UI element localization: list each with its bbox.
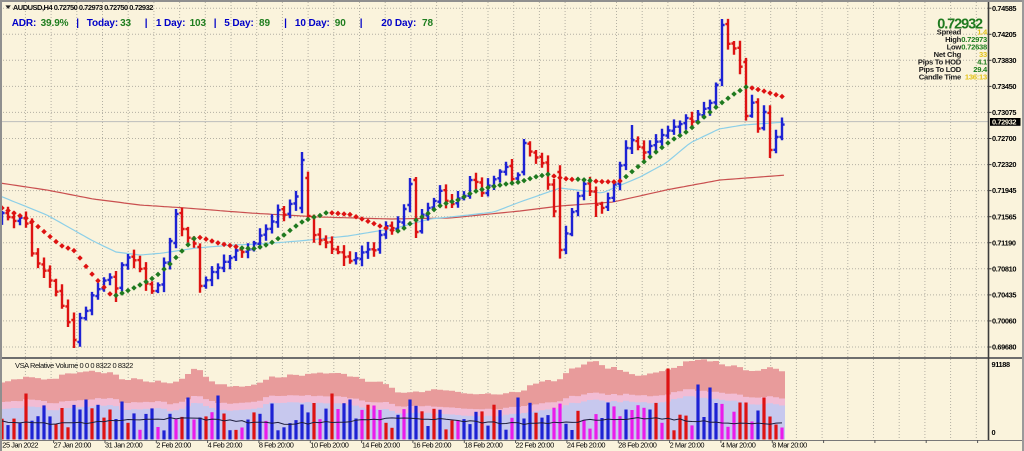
svg-text:103: 103 [190, 18, 207, 29]
svg-text:78: 78 [422, 18, 433, 29]
svg-text:0.73830: 0.73830 [992, 56, 1016, 65]
svg-text:0.71945: 0.71945 [992, 186, 1016, 195]
svg-text:Pips To HOD: Pips To HOD [918, 57, 962, 66]
svg-text:0.69680: 0.69680 [992, 343, 1016, 352]
svg-text:0.72638: 0.72638 [961, 42, 987, 51]
svg-text:4 Feb 20:00: 4 Feb 20:00 [208, 441, 243, 450]
svg-text:|: | [214, 18, 217, 29]
svg-text:28 Feb 20:00: 28 Feb 20:00 [618, 441, 656, 450]
svg-text:0.70435: 0.70435 [992, 291, 1016, 300]
svg-text:0.71565: 0.71565 [992, 212, 1016, 221]
svg-text:29.4: 29.4 [973, 65, 988, 74]
svg-text:0.72973: 0.72973 [961, 35, 987, 44]
svg-text:High: High [945, 35, 961, 44]
svg-text:Pips To LOD: Pips To LOD [919, 65, 962, 74]
svg-text:2 Mar 20:00: 2 Mar 20:00 [670, 441, 705, 450]
svg-text:0.70060: 0.70060 [992, 317, 1016, 326]
svg-text:0.72932: 0.72932 [937, 17, 983, 33]
svg-text:25 Jan 2022: 25 Jan 2022 [2, 441, 38, 450]
svg-text:4.1: 4.1 [977, 57, 988, 66]
svg-text:|: | [145, 18, 148, 29]
svg-text:90: 90 [335, 18, 346, 29]
svg-text:AUDUSD,H4 0.72750 0.72973 0.7: AUDUSD,H4 0.72750 0.72973 0.72750 0.7293… [13, 3, 153, 12]
svg-text:10 Feb 20:00: 10 Feb 20:00 [310, 441, 348, 450]
svg-text:0.72932: 0.72932 [992, 118, 1016, 127]
svg-text:22 Feb 20:00: 22 Feb 20:00 [516, 441, 554, 450]
svg-text:Net Chg: Net Chg [934, 50, 962, 59]
svg-text:VSA Relative Volume 0 0 0 8322: VSA Relative Volume 0 0 0 8322 0 8322 [15, 361, 133, 370]
svg-text:20 Day:: 20 Day: [381, 18, 416, 29]
svg-text:|: | [76, 18, 79, 29]
svg-text:5 Day:: 5 Day: [224, 18, 253, 29]
svg-text:1.4: 1.4 [977, 27, 988, 36]
svg-text:89: 89 [259, 18, 270, 29]
svg-text:|: | [360, 18, 363, 29]
svg-text:0.74585: 0.74585 [992, 4, 1016, 13]
svg-text:ADR:: ADR: [12, 18, 37, 29]
svg-text:31 Jan 20:00: 31 Jan 20:00 [105, 441, 143, 450]
svg-text:0.72700: 0.72700 [992, 134, 1016, 143]
svg-text:33: 33 [979, 50, 987, 59]
svg-text:0.73075: 0.73075 [992, 108, 1016, 117]
svg-text:0.73450: 0.73450 [992, 82, 1016, 91]
svg-text:0: 0 [992, 428, 996, 437]
svg-text:8 Feb 20:00: 8 Feb 20:00 [259, 441, 294, 450]
svg-text:39.9%: 39.9% [41, 18, 69, 29]
svg-text:0.74205: 0.74205 [992, 30, 1016, 39]
svg-text:Today:: Today: [87, 18, 118, 29]
svg-text:1 Day:: 1 Day: [156, 18, 185, 29]
svg-text:0.71190: 0.71190 [992, 238, 1016, 247]
svg-text:18 Feb 20:00: 18 Feb 20:00 [464, 441, 502, 450]
svg-text:0.72320: 0.72320 [992, 160, 1016, 169]
svg-text:|: | [284, 18, 287, 29]
svg-text:2 Feb 20:00: 2 Feb 20:00 [156, 441, 191, 450]
svg-text:0.70810: 0.70810 [992, 264, 1016, 273]
svg-text:Candle Time: Candle Time [919, 72, 961, 81]
svg-text:Low: Low [947, 42, 962, 51]
svg-text:136:13: 136:13 [965, 72, 987, 81]
svg-text:10 Day:: 10 Day: [295, 18, 330, 29]
svg-text:16 Feb 20:00: 16 Feb 20:00 [413, 441, 451, 450]
svg-text:27 Jan 20:00: 27 Jan 20:00 [54, 441, 92, 450]
svg-text:Spread: Spread [937, 27, 962, 36]
svg-text:8 Mar 20:00: 8 Mar 20:00 [772, 441, 807, 450]
svg-text:91188: 91188 [992, 360, 1011, 369]
svg-text:14 Feb 20:00: 14 Feb 20:00 [362, 441, 400, 450]
svg-text:33: 33 [120, 18, 131, 29]
svg-text:24 Feb 20:00: 24 Feb 20:00 [567, 441, 605, 450]
svg-text:4 Mar 20:00: 4 Mar 20:00 [721, 441, 756, 450]
